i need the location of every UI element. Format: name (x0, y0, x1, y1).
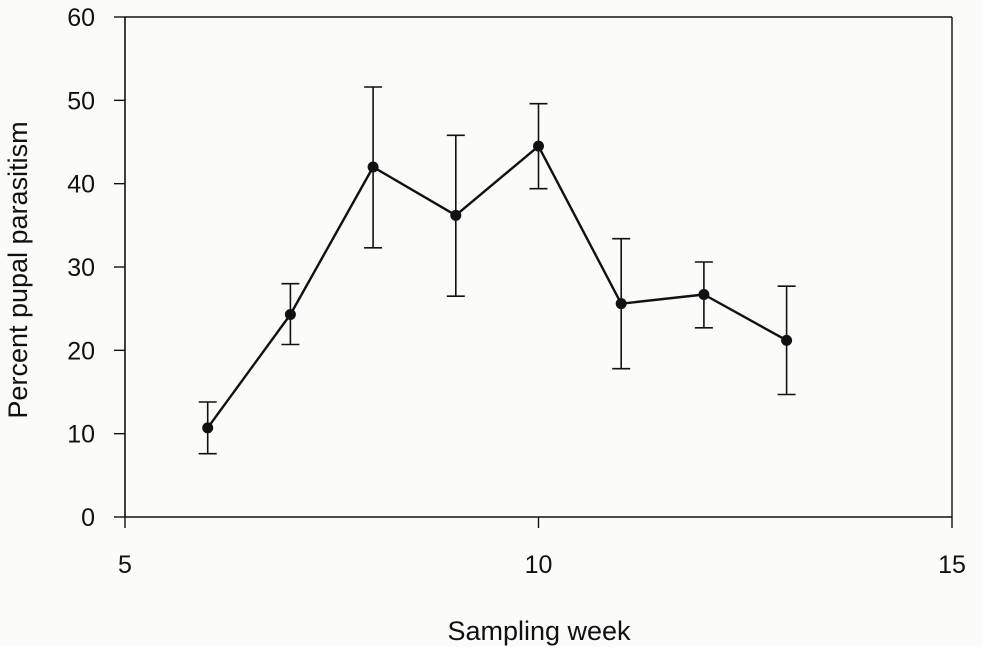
series-line (206, 144, 788, 429)
y-tick-label: 40 (67, 171, 95, 199)
data-point (367, 161, 379, 173)
y-tick-label: 20 (67, 337, 95, 365)
y-tick-label: 60 (67, 4, 95, 32)
error-bars (198, 86, 796, 455)
plot-frame (124, 16, 953, 518)
series-group (202, 140, 793, 434)
data-point (202, 422, 214, 434)
x-tick-label: 15 (938, 551, 966, 579)
y-axis: 0 10 20 30 40 50 60 (67, 4, 125, 532)
y-tick-label: 30 (67, 254, 95, 282)
y-axis-title: Percent pupal parasitism (3, 121, 33, 418)
x-axis: 5 10 15 (118, 517, 966, 579)
y-tick-label: 10 (67, 421, 95, 449)
data-point (615, 298, 627, 310)
data-point (533, 140, 544, 152)
x-tick-label: 5 (118, 551, 132, 579)
data-point (781, 334, 793, 346)
y-tick-label: 50 (67, 87, 95, 115)
x-axis-title: Sampling week (447, 616, 631, 646)
y-tick-label: 0 (81, 504, 95, 532)
data-point (450, 209, 462, 221)
x-tick-label: 10 (525, 551, 553, 579)
data-point (698, 289, 710, 300)
data-point (284, 309, 296, 320)
